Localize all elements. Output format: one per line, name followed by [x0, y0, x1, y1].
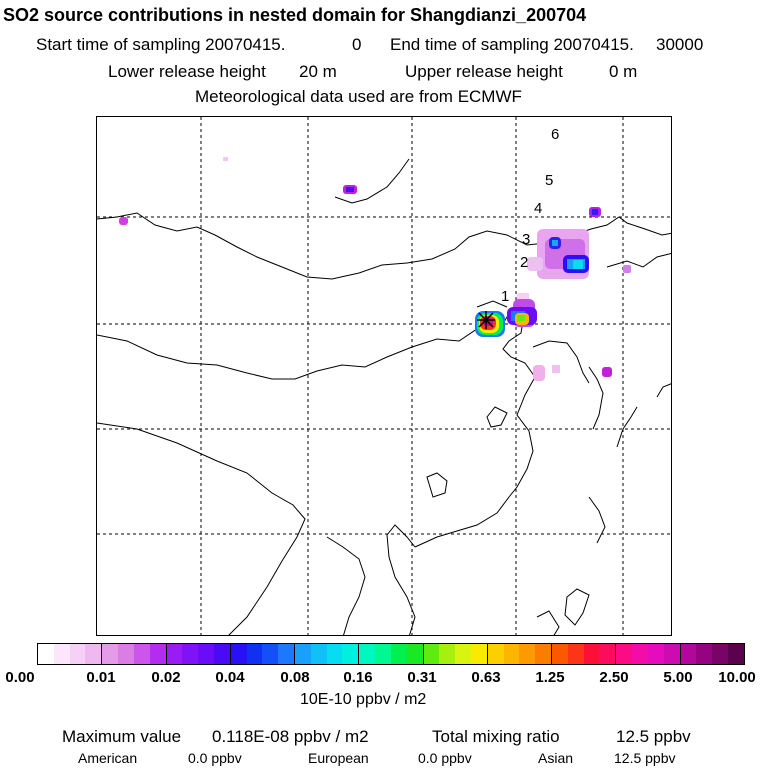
start-time-value: 0	[352, 35, 362, 54]
colorbar-segment	[552, 644, 568, 664]
trajectory-label-6: 6	[551, 126, 560, 143]
colorbar-segment	[663, 644, 681, 664]
colorbar-tick-label: 5.00	[663, 669, 693, 686]
colorbar-segment	[470, 644, 488, 664]
american-label: American	[78, 750, 138, 766]
total-mixing-ratio-label: Total mixing ratio	[432, 727, 560, 746]
colorbar-segment	[375, 644, 391, 664]
colorbar-segment	[149, 644, 167, 664]
trajectory-label-4: 4	[534, 200, 543, 217]
coastlines	[97, 158, 671, 635]
lower-release-height-value: 20 m	[299, 62, 337, 81]
max-value-label: Maximum value	[62, 727, 182, 746]
star-x-marker	[477, 311, 495, 329]
colorbar-segment	[326, 644, 343, 664]
european-label: European	[308, 750, 369, 766]
colorbar-segment	[246, 644, 263, 664]
colorbar-segment	[85, 644, 103, 664]
map-panel: 1 2 3 4 5 6	[96, 116, 672, 636]
trajectory-label-2: 2	[520, 254, 529, 271]
colorbar-segment	[166, 644, 183, 664]
colorbar-tick-label: 1.25	[535, 669, 565, 686]
colorbar-segment	[439, 644, 456, 664]
colorbar-segment	[198, 644, 214, 664]
colorbar-segment	[69, 644, 86, 664]
colorbar-tick-label: 0.00	[5, 669, 35, 686]
colorbar-segment	[310, 644, 327, 664]
colorbar-segment	[38, 644, 54, 664]
colorbar-segment	[567, 644, 584, 664]
upper-release-height-label: Upper release height	[405, 62, 563, 81]
colorbar-segment	[487, 644, 504, 664]
colorbar-segment	[390, 644, 407, 664]
colorbar-segment	[102, 644, 119, 664]
colorbar-tick-label: 2.50	[599, 669, 629, 686]
colorbar-segment	[727, 644, 744, 664]
colorbar-tick-label: 0.31	[407, 669, 437, 686]
colorbar-segment	[583, 644, 600, 664]
asian-label: Asian	[538, 750, 574, 766]
colorbar-segment	[118, 644, 134, 664]
colorbar-tick-label: 0.04	[215, 669, 245, 686]
colorbar-segment	[423, 644, 440, 664]
asian-value: 12.5 ppbv	[614, 750, 676, 766]
map-title: SO2 source contributions in nested domai…	[3, 5, 587, 25]
colorbar-segment	[406, 644, 424, 664]
trajectory-label-5: 5	[545, 172, 554, 189]
colorbar-segment	[359, 644, 376, 664]
lower-release-height-label: Lower release height	[108, 62, 266, 81]
european-value: 0.0 ppbv	[418, 750, 472, 766]
colorbar-tick-label: 0.63	[471, 669, 501, 686]
colorbar-tick-label: 10.00	[718, 669, 756, 686]
colorbar-segment	[213, 644, 231, 664]
colorbar-segment	[680, 644, 697, 664]
colorbar-segment	[133, 644, 150, 664]
colorbar-segment	[455, 644, 471, 664]
colorbar-tick-label: 0.08	[280, 669, 310, 686]
lat-lon-grid	[97, 117, 671, 635]
colorbar-segment	[503, 644, 520, 664]
colorbar	[37, 643, 745, 665]
colorbar-segment	[647, 644, 664, 664]
colorbar-segment	[182, 644, 199, 664]
colorbar-segment	[262, 644, 279, 664]
trajectory-label-3: 3	[522, 231, 531, 248]
start-time-label: Start time of sampling 20070415.	[36, 35, 286, 54]
colorbar-tick-label: 0.01	[86, 669, 116, 686]
colorbar-segment	[278, 644, 295, 664]
meteorological-data-note: Meteorological data used are from ECMWF	[195, 87, 522, 106]
colorbar-segment	[712, 644, 728, 664]
colorbar-segment	[53, 644, 70, 664]
trajectory-label-1: 1	[501, 288, 510, 305]
colorbar-tick-label: 0.16	[343, 669, 373, 686]
colorbar-segment	[230, 644, 247, 664]
colorbar-segment	[295, 644, 311, 664]
concentration-plumes	[119, 157, 631, 381]
upper-release-height-value: 0 m	[609, 62, 638, 81]
colorbar-segment	[632, 644, 648, 664]
american-value: 0.0 ppbv	[188, 750, 242, 766]
colorbar-segment	[616, 644, 633, 664]
colorbar-tick-label: 0.02	[151, 669, 181, 686]
colorbar-segment	[696, 644, 713, 664]
total-mixing-ratio-value: 12.5 ppbv	[616, 727, 691, 746]
colorbar-unit: 10E-10 ppbv / m2	[300, 691, 427, 708]
end-time-value: 30000	[656, 35, 704, 54]
colorbar-segment	[342, 644, 360, 664]
colorbar-segment	[519, 644, 536, 664]
colorbar-segment	[599, 644, 617, 664]
colorbar-segment	[535, 644, 552, 664]
end-time-label: End time of sampling 20070415.	[390, 35, 634, 54]
max-value: 0.118E-08 ppbv / m2	[212, 727, 369, 746]
map-canvas	[97, 117, 671, 635]
